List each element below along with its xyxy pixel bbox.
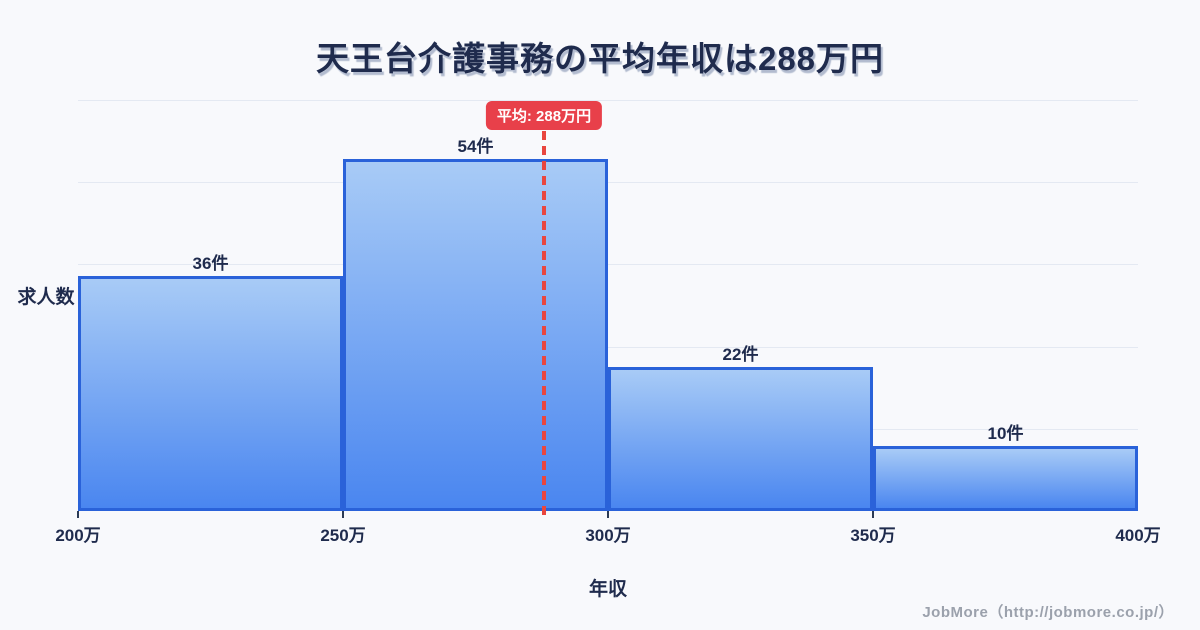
y-axis-label: 求人数: [17, 287, 75, 308]
bar-value-label: 10件: [987, 424, 1024, 443]
x-axis-label: 年収: [588, 579, 627, 600]
gridline: [78, 264, 1138, 265]
gridline: [78, 100, 1138, 101]
mean-line: [542, 131, 546, 519]
bar-value-label: 22件: [722, 345, 759, 364]
bar-value-label: 54件: [457, 137, 494, 156]
bar-value-label: 36件: [192, 254, 229, 273]
bar-350万-400万: [873, 446, 1138, 511]
x-axis-tick: [77, 511, 79, 518]
mean-badge: 平均: 288万円: [485, 101, 603, 130]
x-tick-label: 200万: [55, 526, 101, 545]
bar-300万-350万: [608, 367, 873, 511]
x-axis-tick: [872, 511, 874, 518]
bar-250万-300万: [343, 159, 608, 511]
bar-200万-250万: [78, 276, 343, 511]
chart-title: 天王台介護事務の平均年収は288万円: [315, 40, 885, 77]
footer-credit: JobMore（http://jobmore.co.jp/）: [922, 604, 1174, 621]
gridline: [78, 182, 1138, 183]
x-axis-tick: [342, 511, 344, 518]
x-tick-label: 350万: [850, 526, 896, 545]
x-tick-label: 300万: [585, 526, 631, 545]
gridline: [78, 347, 1138, 348]
x-tick-label: 250万: [320, 526, 366, 545]
x-axis-tick: [607, 511, 609, 518]
x-tick-label: 400万: [1115, 526, 1161, 545]
